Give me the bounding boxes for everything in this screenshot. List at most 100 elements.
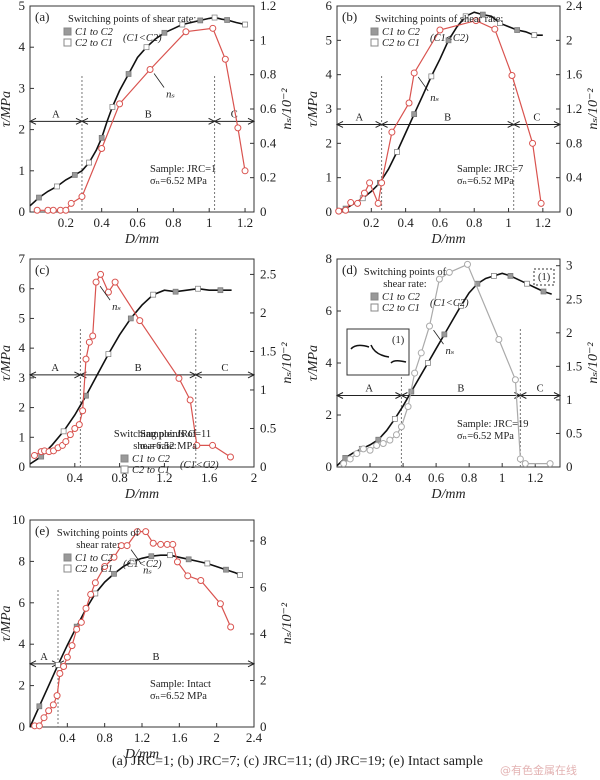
legend-title: Switching points of shear rate: bbox=[68, 14, 196, 25]
sample-stress: σₙ=6.52 MPa bbox=[150, 176, 207, 187]
x-tick-label: 2.4 bbox=[246, 730, 263, 745]
y-tick-label: 5 bbox=[19, 0, 26, 13]
y-tick-label: 2 bbox=[19, 122, 26, 137]
zone-arrow-left bbox=[519, 392, 527, 399]
ns-point bbox=[68, 642, 76, 650]
chart-panel-3: 0.2 0.4 0.6 0.8 1 1.2 0 2 4 6 8 0 0.5 1 1.5 2 2.5 3 D/mm τ/… bbox=[306, 251, 600, 502]
switch-point-marker bbox=[71, 172, 78, 178]
ns-point bbox=[49, 206, 57, 214]
switch-point-marker bbox=[204, 560, 211, 567]
ns-point bbox=[82, 604, 90, 612]
x-axis-label: D/mm bbox=[124, 747, 159, 762]
ns-point bbox=[71, 424, 79, 432]
switch-point-marker bbox=[491, 273, 497, 279]
legend-entry: C1 to C2 bbox=[75, 553, 114, 564]
ns-point bbox=[516, 455, 524, 463]
switch-point-marker bbox=[479, 11, 486, 18]
zone-label: C bbox=[533, 112, 540, 123]
panel-label: (d) bbox=[342, 262, 357, 277]
switch-point-marker bbox=[125, 71, 132, 77]
y-tick-label: 4 bbox=[19, 340, 26, 355]
ns-annotation-arrow bbox=[99, 285, 111, 301]
ns-point bbox=[110, 553, 118, 561]
y2-tick-label: 0.6 bbox=[260, 101, 277, 116]
legend-entry: C1 to C2 bbox=[382, 27, 421, 38]
ns-point bbox=[62, 206, 70, 214]
ns-point bbox=[227, 623, 235, 631]
zone-arrow-left bbox=[380, 121, 388, 128]
legend-title: shear rate: bbox=[383, 279, 427, 290]
legend-entry: C1 to C2 bbox=[75, 27, 114, 38]
ns-point bbox=[53, 692, 61, 700]
switch-point-marker bbox=[391, 416, 398, 422]
zone-label: C bbox=[221, 363, 228, 374]
y-tick-label: 4 bbox=[326, 355, 333, 370]
legend-entry: C1 to C2 bbox=[382, 292, 421, 303]
zone-arrow-left bbox=[512, 121, 520, 128]
y2-axis-label: nₛ/10⁻² bbox=[586, 88, 600, 130]
sample-label: Sample: JRC=7 bbox=[457, 164, 523, 175]
ns-point bbox=[405, 99, 413, 107]
y2-tick-label: 2 bbox=[566, 32, 573, 47]
zone-arrow-right bbox=[247, 117, 256, 125]
y2-axis-label: nₛ/10⁻² bbox=[586, 342, 600, 384]
switch-point-marker bbox=[223, 566, 229, 573]
ns-point bbox=[111, 278, 119, 286]
switch-point-marker bbox=[428, 73, 435, 80]
x-tick-label: 0.2 bbox=[58, 215, 74, 230]
legend-title: Switching points of bbox=[114, 429, 197, 440]
ns-point bbox=[537, 199, 545, 207]
ns-point bbox=[410, 69, 418, 77]
y-tick-label: 6 bbox=[326, 303, 333, 318]
y2-tick-label: 0 bbox=[260, 719, 267, 734]
ns-point bbox=[49, 701, 57, 709]
plot-frame bbox=[29, 258, 255, 468]
zone-label: B bbox=[152, 652, 159, 663]
switch-point-marker bbox=[394, 149, 400, 155]
ns-point bbox=[184, 572, 192, 580]
y2-tick-label: 0.8 bbox=[566, 135, 582, 150]
ns-annotation-arrow bbox=[153, 73, 165, 88]
x-axis-label: D/mm bbox=[124, 487, 159, 502]
ns-point bbox=[426, 322, 434, 330]
y2-tick-label: 2 bbox=[260, 305, 267, 320]
ns-point bbox=[79, 407, 87, 415]
switch-point-marker bbox=[60, 428, 67, 435]
watermark: @有色金属在线 bbox=[500, 764, 577, 777]
sample-label: Sample: JRC=11 bbox=[140, 429, 211, 440]
sample-stress: σₙ=6.52 MPa bbox=[457, 431, 514, 442]
y2-tick-label: 4 bbox=[260, 626, 267, 641]
legend-entry: C2 to C1 bbox=[75, 564, 113, 575]
ns-point bbox=[66, 431, 74, 439]
y2-tick-label: 1.5 bbox=[260, 343, 276, 358]
switch-point-marker bbox=[129, 558, 136, 565]
ns-point bbox=[123, 542, 131, 550]
y2-tick-label: 1 bbox=[260, 32, 267, 47]
legend-title: Switching points of bbox=[57, 528, 140, 539]
ns-point bbox=[142, 528, 150, 536]
y2-tick-label: 1.6 bbox=[566, 67, 583, 82]
legend-entry: C2 to C1 bbox=[132, 465, 170, 476]
sample-stress: σₙ=6.52 MPa bbox=[457, 176, 514, 187]
legend-title: shear rate: bbox=[133, 441, 177, 452]
inset-box bbox=[346, 328, 410, 376]
ns-point bbox=[340, 460, 348, 468]
y-tick-label: 5 bbox=[326, 32, 333, 47]
sample-label: Sample: JRC=19 bbox=[457, 419, 529, 430]
legend-note: (C1<C2) bbox=[180, 460, 219, 471]
x-tick-label: 0.6 bbox=[129, 215, 146, 230]
zone-arrow-left bbox=[194, 371, 202, 379]
zone-arrow-left bbox=[335, 392, 344, 399]
inset-region-label: (1) bbox=[538, 272, 551, 283]
ns-annotation: nₛ bbox=[166, 90, 175, 101]
y2-tick-label: 0.4 bbox=[566, 170, 583, 185]
chart-panel-2: 0.4 0.8 1.2 1.6 20123456700.511.522.5D/mmτ/M… bbox=[0, 251, 295, 502]
y-tick-label: 4 bbox=[19, 636, 26, 651]
switch-point-marker bbox=[195, 285, 201, 292]
ns-point bbox=[182, 28, 190, 36]
ns-point bbox=[546, 460, 554, 468]
x-axis-label: D/mm bbox=[430, 232, 465, 247]
ns-point bbox=[87, 590, 95, 598]
